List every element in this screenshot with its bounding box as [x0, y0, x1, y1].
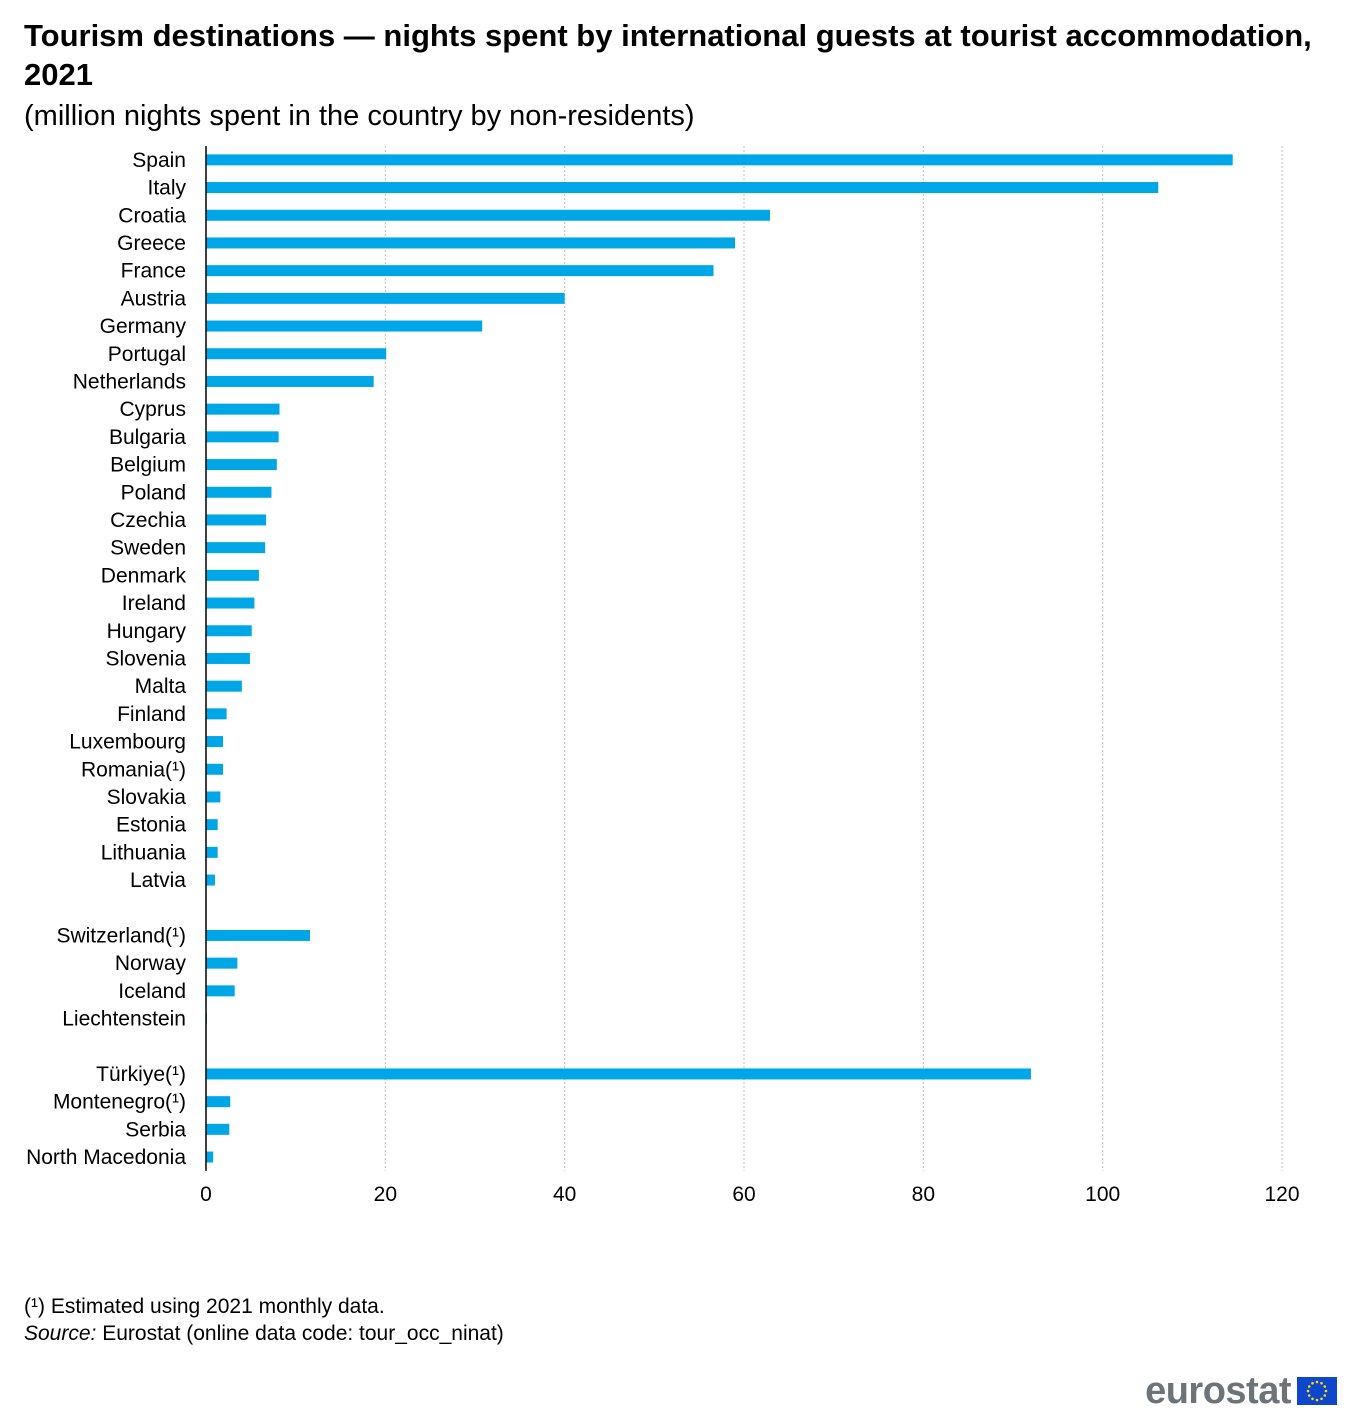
category-label: Netherlands: [73, 370, 186, 393]
bar: [206, 320, 483, 332]
bar: [206, 237, 736, 249]
bar: [206, 929, 311, 941]
category-label: Luxembourg: [69, 731, 186, 754]
category-label: Austria: [121, 287, 187, 310]
source-label: Source:: [24, 1322, 97, 1345]
flag-star: [1323, 1394, 1327, 1397]
flag-star: [1315, 1398, 1319, 1402]
category-label: Germany: [100, 315, 187, 338]
category-label: Ireland: [122, 592, 186, 615]
eurostat-logo: eurostat: [1145, 1372, 1337, 1410]
footnote: (¹) Estimated using 2021 monthly data.: [24, 1295, 385, 1318]
bar: [206, 985, 235, 997]
category-label: Iceland: [118, 980, 186, 1003]
category-label: Denmark: [101, 564, 187, 587]
bar: [206, 403, 280, 415]
source-note: Source: Eurostat (online data code: tour…: [24, 1321, 504, 1347]
x-tick-label: 40: [553, 1183, 576, 1206]
bar: [206, 431, 279, 443]
bar: [206, 597, 255, 609]
category-label: Türkiye(¹): [96, 1063, 186, 1086]
category-label: Slovenia: [105, 647, 186, 670]
bar: [206, 819, 218, 831]
category-label: Latvia: [130, 869, 186, 892]
bar-chart: 0 20 40 60 80 100 120 Spain Italy Croatia Greece Fr…: [26, 146, 1300, 1206]
category-label: Portugal: [108, 343, 186, 366]
bar: [206, 680, 242, 692]
x-tick-label: 0: [200, 1183, 212, 1206]
category-label: Romania(¹): [81, 758, 186, 781]
category-label: Bulgaria: [109, 426, 186, 449]
category-label: Greece: [117, 232, 186, 255]
eurostat-wordmark: eurostat: [1145, 1370, 1291, 1412]
flag-star: [1315, 1380, 1319, 1384]
bar: [206, 708, 227, 720]
bar: [206, 791, 221, 803]
x-tick-label: 60: [732, 1183, 755, 1206]
bar: [206, 514, 267, 526]
category-label: Sweden: [110, 537, 186, 560]
eu-flag-icon: [1297, 1377, 1337, 1405]
category-label: Malta: [135, 675, 187, 698]
flag-star: [1307, 1385, 1311, 1388]
flag-star: [1311, 1397, 1314, 1401]
bar: [206, 154, 1233, 166]
bar: [206, 292, 565, 304]
category-label: North Macedonia: [26, 1146, 186, 1169]
flag-star: [1307, 1394, 1311, 1397]
category-label: Lithuania: [101, 841, 187, 864]
bar: [206, 375, 374, 387]
x-tick-label: 120: [1264, 1183, 1299, 1206]
bar: [206, 348, 387, 360]
bar: [206, 652, 250, 664]
flag-star: [1311, 1381, 1314, 1385]
flag-star: [1324, 1389, 1328, 1393]
bar: [206, 542, 266, 554]
bar: [206, 459, 277, 471]
bar: [206, 763, 224, 775]
category-label: Estonia: [116, 814, 186, 837]
bar: [206, 182, 1159, 194]
bar: [206, 209, 771, 221]
category-label: Cyprus: [119, 398, 186, 421]
bar: [206, 569, 259, 581]
category-label: Belgium: [110, 454, 186, 477]
x-tick-label: 20: [374, 1183, 397, 1206]
flag-star: [1323, 1385, 1327, 1388]
category-label: Finland: [117, 703, 186, 726]
chart-title: Tourism destinations — nights spent by i…: [24, 18, 1312, 92]
bar: [206, 736, 224, 748]
bar: [206, 957, 238, 969]
chart-subtitle: (million nights spent in the country by …: [24, 100, 695, 132]
x-tick-label: 80: [912, 1183, 935, 1206]
bar: [206, 846, 218, 858]
category-label: Hungary: [107, 620, 187, 643]
category-label: Spain: [132, 149, 186, 172]
category-label: Norway: [115, 952, 187, 975]
bar: [206, 1068, 1031, 1080]
category-label: Slovakia: [107, 786, 187, 809]
flag-star: [1320, 1381, 1323, 1385]
flag-star: [1320, 1397, 1323, 1401]
category-label: Switzerland(¹): [56, 924, 186, 947]
bar: [206, 1096, 231, 1108]
category-label: Czechia: [110, 509, 186, 532]
bar: [206, 1151, 214, 1163]
category-label: Liechtenstein: [62, 1008, 186, 1031]
category-label: Poland: [121, 481, 186, 504]
bar: [206, 1123, 230, 1135]
bar: [206, 486, 272, 498]
category-label: Montenegro(¹): [53, 1091, 186, 1114]
bar: [206, 874, 215, 886]
source-text: Eurostat (online data code: tour_occ_nin…: [96, 1322, 504, 1345]
flag-star: [1306, 1389, 1310, 1393]
category-label: France: [121, 260, 186, 283]
category-label: Croatia: [118, 204, 186, 227]
category-label: Serbia: [125, 1118, 186, 1141]
bar: [206, 625, 252, 637]
x-tick-label: 100: [1085, 1183, 1120, 1206]
category-label: Italy: [147, 177, 186, 200]
bar: [206, 265, 714, 277]
